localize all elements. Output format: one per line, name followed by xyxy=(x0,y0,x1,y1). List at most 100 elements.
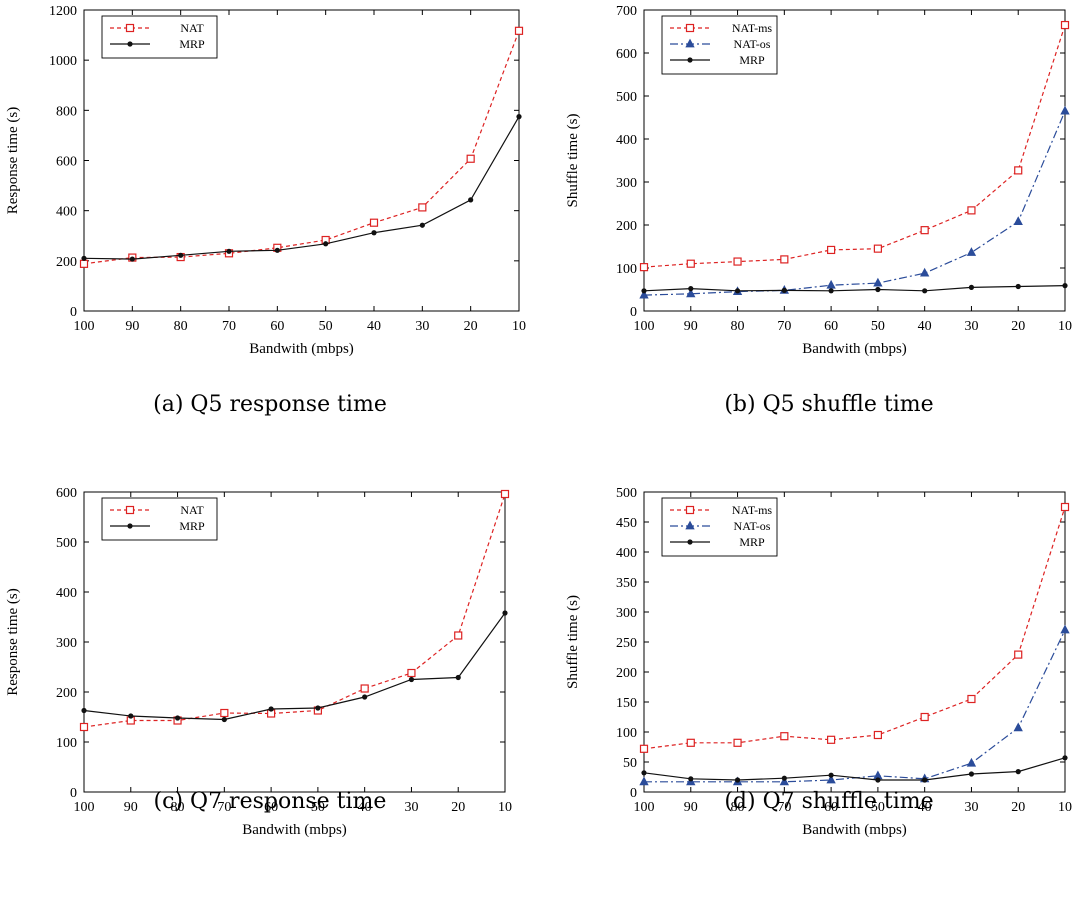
data-point xyxy=(826,279,836,289)
legend-label: MRP xyxy=(179,519,205,533)
data-point xyxy=(418,203,427,212)
data-point xyxy=(178,252,184,258)
y-tick-label: 250 xyxy=(616,636,637,651)
y-tick-label: 400 xyxy=(56,205,77,220)
x-tick-label: 60 xyxy=(270,319,284,334)
data-point xyxy=(639,744,649,753)
data-point xyxy=(1060,624,1070,634)
x-tick-label: 80 xyxy=(731,800,745,815)
y-tick-label: 100 xyxy=(56,736,77,751)
x-tick-label: 10 xyxy=(1058,800,1072,815)
data-point xyxy=(827,245,836,255)
y-tick-label: 300 xyxy=(56,636,77,651)
y-tick-label: 200 xyxy=(56,255,77,270)
data-point xyxy=(781,287,787,293)
data-point xyxy=(369,218,379,227)
data-point xyxy=(920,712,929,722)
y-tick-label: 500 xyxy=(616,90,637,105)
data-point xyxy=(686,288,696,298)
x-tick-label: 60 xyxy=(824,800,838,815)
x-tick-label: 90 xyxy=(125,319,139,334)
data-point xyxy=(922,777,928,783)
series-line xyxy=(644,629,1066,783)
legend-box xyxy=(661,497,778,557)
y-tick-label: 800 xyxy=(56,104,77,119)
data-point xyxy=(828,772,834,778)
legend-marker xyxy=(685,520,695,530)
data-point xyxy=(1015,283,1021,290)
y-tick-label: 0 xyxy=(70,305,77,320)
series-line xyxy=(83,116,520,260)
x-tick-label: 20 xyxy=(451,800,465,815)
data-point xyxy=(781,775,787,781)
legend-marker xyxy=(685,23,695,33)
data-point xyxy=(408,676,415,683)
legend-marker xyxy=(685,505,695,515)
x-tick-label: 70 xyxy=(217,800,231,815)
y-tick-label: 0 xyxy=(630,786,637,801)
data-point xyxy=(920,267,930,277)
x-tick-label: 30 xyxy=(964,319,978,334)
legend-marker xyxy=(685,38,695,48)
series-mrp xyxy=(81,114,522,262)
y-tick-label: 200 xyxy=(616,666,637,681)
x-tick-label: 40 xyxy=(367,319,381,334)
data-point xyxy=(360,684,369,693)
x-tick-label: 50 xyxy=(871,800,885,815)
data-point xyxy=(873,277,883,287)
x-tick-label: 10 xyxy=(512,319,526,334)
data-point xyxy=(1062,755,1068,761)
data-point xyxy=(1014,650,1023,659)
y-tick-label: 400 xyxy=(616,133,637,148)
legend-label: NAT-os xyxy=(734,37,771,51)
series-line xyxy=(643,24,1066,268)
x-tick-label: 20 xyxy=(464,319,478,334)
data-point xyxy=(79,259,89,268)
x-axis-label: Bandwith (mbps) xyxy=(802,822,907,838)
data-point xyxy=(875,777,881,783)
data-point xyxy=(967,206,976,215)
x-tick-label: 70 xyxy=(222,319,236,334)
data-point xyxy=(1015,769,1021,775)
data-point xyxy=(967,694,976,704)
data-point xyxy=(466,154,475,163)
x-tick-label: 10 xyxy=(498,800,512,815)
y-tick-label: 600 xyxy=(56,486,77,501)
data-point xyxy=(966,757,977,767)
x-tick-label: 50 xyxy=(311,800,325,815)
data-point xyxy=(323,241,329,247)
data-point xyxy=(1060,105,1070,115)
y-tick-label: 350 xyxy=(616,576,637,591)
series-nat-ms xyxy=(639,502,1070,753)
data-point xyxy=(1014,166,1023,175)
series-line xyxy=(83,612,506,721)
data-point xyxy=(315,705,321,711)
x-tick-label: 30 xyxy=(404,800,418,815)
y-tick-label: 700 xyxy=(616,4,637,19)
series-line xyxy=(643,110,1066,296)
data-point xyxy=(268,706,274,712)
data-point xyxy=(129,256,135,262)
data-point xyxy=(274,247,280,253)
series-line xyxy=(83,30,520,265)
data-point xyxy=(966,247,977,256)
x-tick-label: 80 xyxy=(174,319,188,334)
series-line xyxy=(83,493,506,728)
series-nat-ms xyxy=(639,20,1070,272)
x-tick-label: 80 xyxy=(731,319,745,334)
x-tick-label: 90 xyxy=(684,319,698,334)
x-tick-label: 50 xyxy=(319,319,333,334)
series-mrp xyxy=(81,610,508,723)
x-tick-label: 60 xyxy=(824,319,838,334)
y-tick-label: 1200 xyxy=(49,4,77,19)
data-point xyxy=(639,289,649,299)
chart-0: 100 90 80 70 60 50 40 30 20 100200400600800100012… xyxy=(5,4,526,417)
series-nat xyxy=(79,26,524,268)
legend-marker xyxy=(127,523,133,529)
y-tick-label: 1000 xyxy=(49,54,77,69)
data-point xyxy=(779,776,789,786)
data-point xyxy=(407,668,416,678)
legend-marker xyxy=(127,41,133,47)
legend-marker xyxy=(687,57,693,63)
data-point xyxy=(780,255,789,264)
